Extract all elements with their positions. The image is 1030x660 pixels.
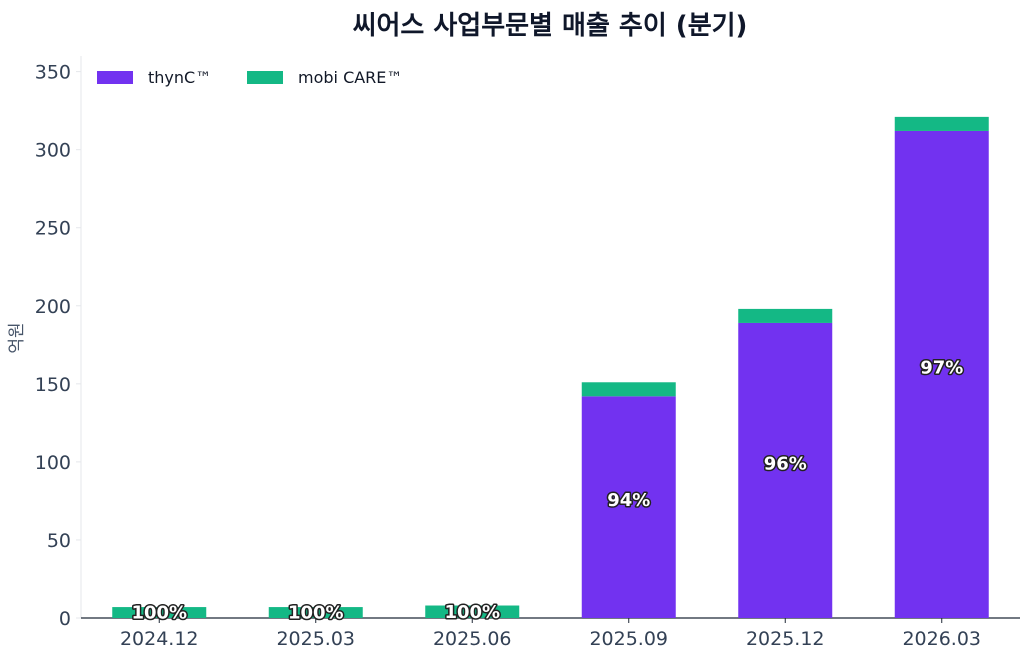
axes: 0 50 100 150 200 250 300 350 2024.12 2025.03 2025.… <box>35 56 1020 650</box>
chart-title: 씨어스 사업부문별 매출 추이 (분기) <box>353 11 748 41</box>
share-labels: 100% 100% 100% 94% 96% 97% <box>130 356 965 625</box>
x-tick-label: 2026.03 <box>902 628 981 650</box>
x-tick-label: 2025.06 <box>433 628 512 650</box>
bar-segment-thync <box>894 130 989 618</box>
legend-label: mobi CARE™ <box>298 68 402 87</box>
bar-segment-thync <box>581 396 676 618</box>
legend-swatch <box>97 71 133 84</box>
share-label: 100% <box>444 602 500 623</box>
x-tick-label: 2025.12 <box>746 628 825 650</box>
y-tick-label: 200 <box>35 296 71 318</box>
y-tick-label: 300 <box>35 140 71 162</box>
bar-segment-thync <box>738 322 833 618</box>
bars <box>112 116 989 618</box>
x-tick-label: 2025.09 <box>589 628 668 650</box>
y-tick-label: 150 <box>35 374 71 396</box>
share-label: 100% <box>131 603 187 624</box>
bar-segment-mobicare <box>425 605 520 618</box>
x-tick-label: 2025.03 <box>276 628 355 650</box>
bar-segment-mobicare <box>268 607 363 618</box>
bar-segment-mobicare <box>581 382 676 397</box>
share-label: 100% <box>288 603 344 624</box>
y-tick-label: 350 <box>35 62 71 84</box>
y-tick-label: 250 <box>35 218 71 240</box>
legend: thynC™ mobi CARE™ <box>97 68 402 87</box>
share-label: 97% <box>920 357 963 378</box>
bar-segment-mobicare <box>894 116 989 131</box>
y-axis-label: 억원 <box>7 322 27 353</box>
bar-segment-mobicare <box>738 308 833 323</box>
y-tick-label: 0 <box>59 608 71 630</box>
share-label: 94% <box>607 490 650 511</box>
y-tick-label: 50 <box>47 530 71 552</box>
legend-label: thynC™ <box>148 68 211 87</box>
x-tick-label: 2024.12 <box>120 628 199 650</box>
share-label: 96% <box>764 453 807 474</box>
bar-segment-mobicare <box>112 607 207 618</box>
legend-swatch <box>247 71 283 84</box>
y-tick-label: 100 <box>35 452 71 474</box>
